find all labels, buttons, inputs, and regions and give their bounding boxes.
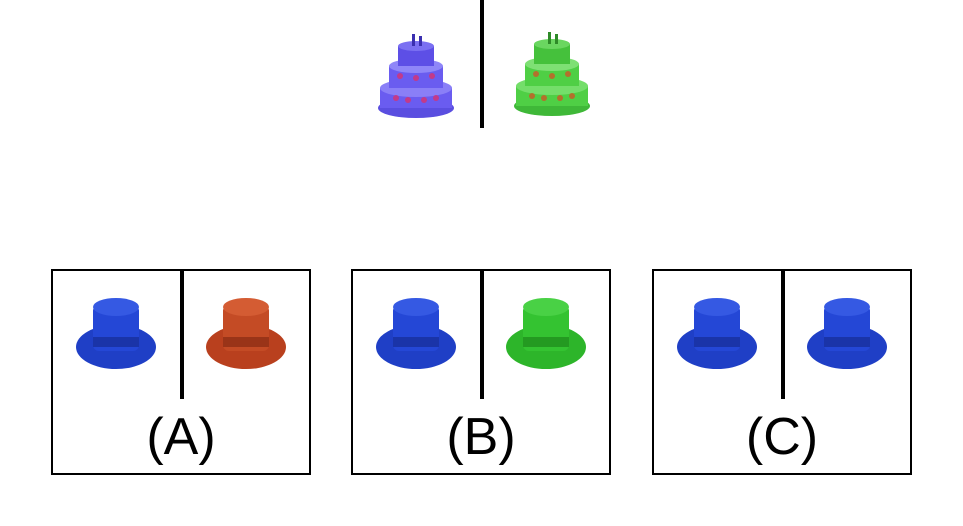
option-divider [781,271,785,399]
option-divider [180,271,184,399]
option-b[interactable]: (B) [351,269,611,475]
hat-icon [373,295,459,381]
option-a[interactable]: (A) [51,269,311,475]
hat-icon [73,295,159,381]
option-divider [480,271,484,399]
hat-icon [503,295,589,381]
option-label: (B) [446,408,516,466]
cake-right-icon [508,28,596,120]
cake-left-icon [372,30,460,122]
option-c[interactable]: (C) [652,269,912,475]
hat-icon [674,295,760,381]
prompt-divider [480,0,484,128]
option-label: (A) [146,408,216,466]
option-label: (C) [745,408,819,466]
hat-icon [804,295,890,381]
hat-icon [203,295,289,381]
